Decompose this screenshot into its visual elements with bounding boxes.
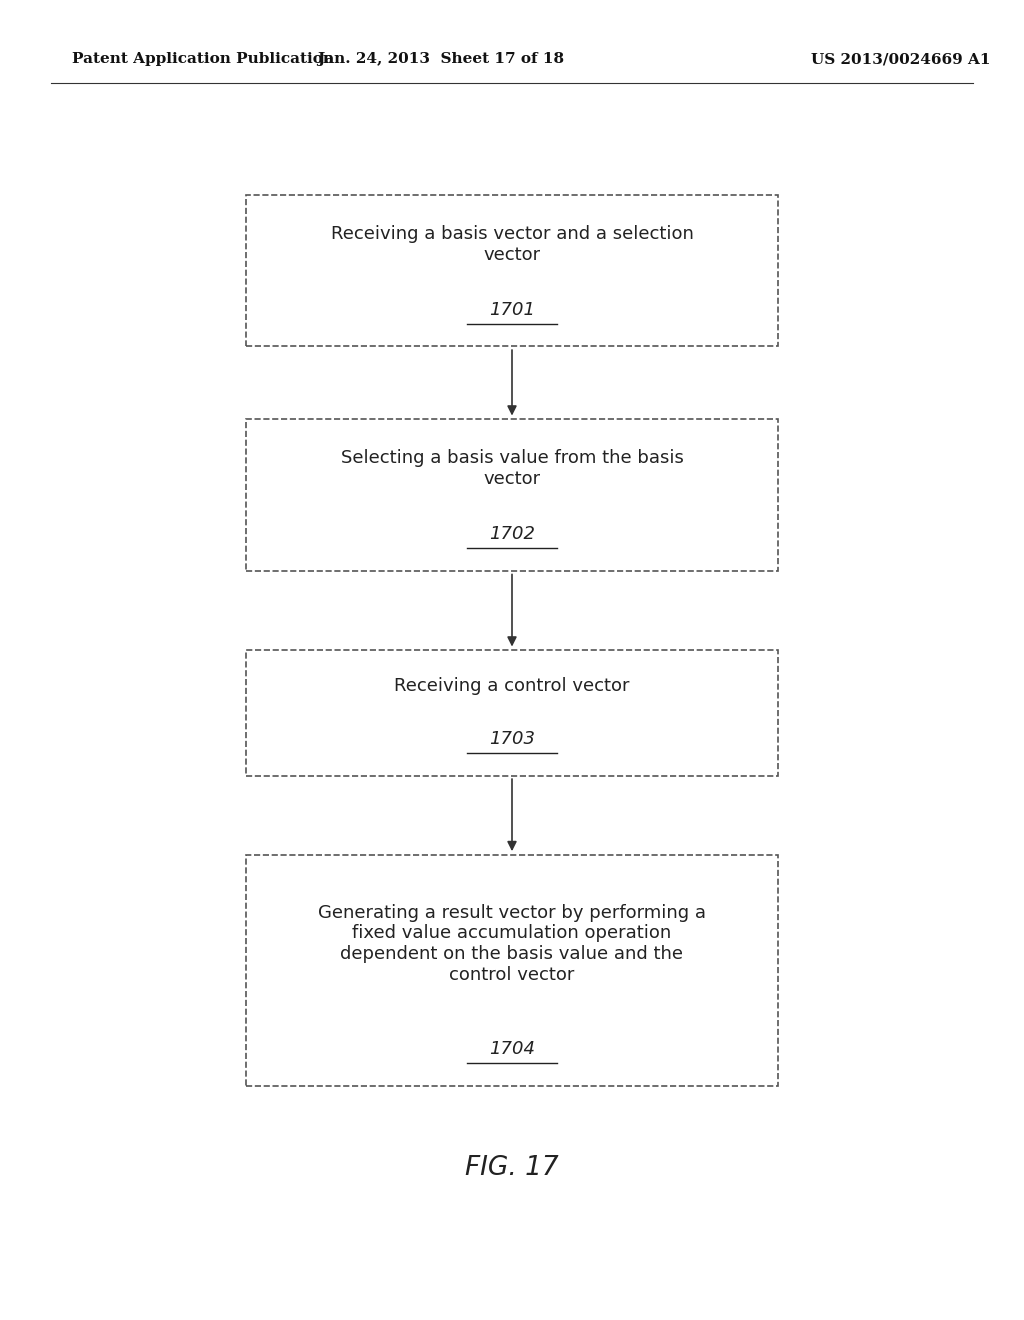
- Text: FIG. 17: FIG. 17: [465, 1155, 559, 1181]
- Text: Selecting a basis value from the basis
vector: Selecting a basis value from the basis v…: [341, 449, 683, 488]
- Text: 1701: 1701: [489, 301, 535, 318]
- Text: Patent Application Publication: Patent Application Publication: [72, 53, 334, 66]
- FancyBboxPatch shape: [246, 649, 778, 776]
- Text: Generating a result vector by performing a
fixed value accumulation operation
de: Generating a result vector by performing…: [318, 904, 706, 983]
- Text: 1703: 1703: [489, 730, 535, 747]
- Text: Jan. 24, 2013  Sheet 17 of 18: Jan. 24, 2013 Sheet 17 of 18: [316, 53, 564, 66]
- FancyBboxPatch shape: [246, 855, 778, 1085]
- Text: Receiving a control vector: Receiving a control vector: [394, 677, 630, 696]
- Text: Receiving a basis vector and a selection
vector: Receiving a basis vector and a selection…: [331, 224, 693, 264]
- FancyBboxPatch shape: [246, 420, 778, 570]
- Text: US 2013/0024669 A1: US 2013/0024669 A1: [811, 53, 991, 66]
- Text: 1702: 1702: [489, 525, 535, 543]
- Text: 1704: 1704: [489, 1040, 535, 1057]
- FancyBboxPatch shape: [246, 195, 778, 346]
